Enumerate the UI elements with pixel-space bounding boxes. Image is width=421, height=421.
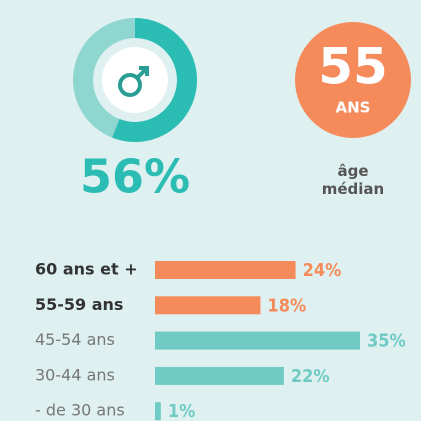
bar xyxy=(155,261,296,279)
donut-segment xyxy=(112,18,197,142)
value-label: 35% xyxy=(367,331,406,352)
category-label: 30-44 ans xyxy=(35,365,115,384)
bar xyxy=(155,402,161,421)
donut-value-label: 56% xyxy=(80,150,190,204)
icon-background xyxy=(102,47,168,113)
value-label: 24% xyxy=(303,260,342,281)
value-label: 18% xyxy=(267,295,306,316)
bar xyxy=(155,366,284,385)
category-label: 60 ans et + xyxy=(35,260,138,279)
category-label: - de 30 ans xyxy=(35,401,125,420)
median-circle xyxy=(295,22,411,138)
median-label: âge médian xyxy=(321,162,385,198)
bar xyxy=(155,296,261,315)
category-label: 55-59 ans xyxy=(35,295,123,314)
value-label: 1% xyxy=(168,401,196,421)
median-value: 55 xyxy=(318,38,388,96)
value-label: 22% xyxy=(291,366,330,387)
median-unit: ANS xyxy=(336,99,371,117)
male-icon xyxy=(118,66,149,97)
category-label: 45-54 ans xyxy=(35,330,115,349)
bar xyxy=(155,331,360,350)
